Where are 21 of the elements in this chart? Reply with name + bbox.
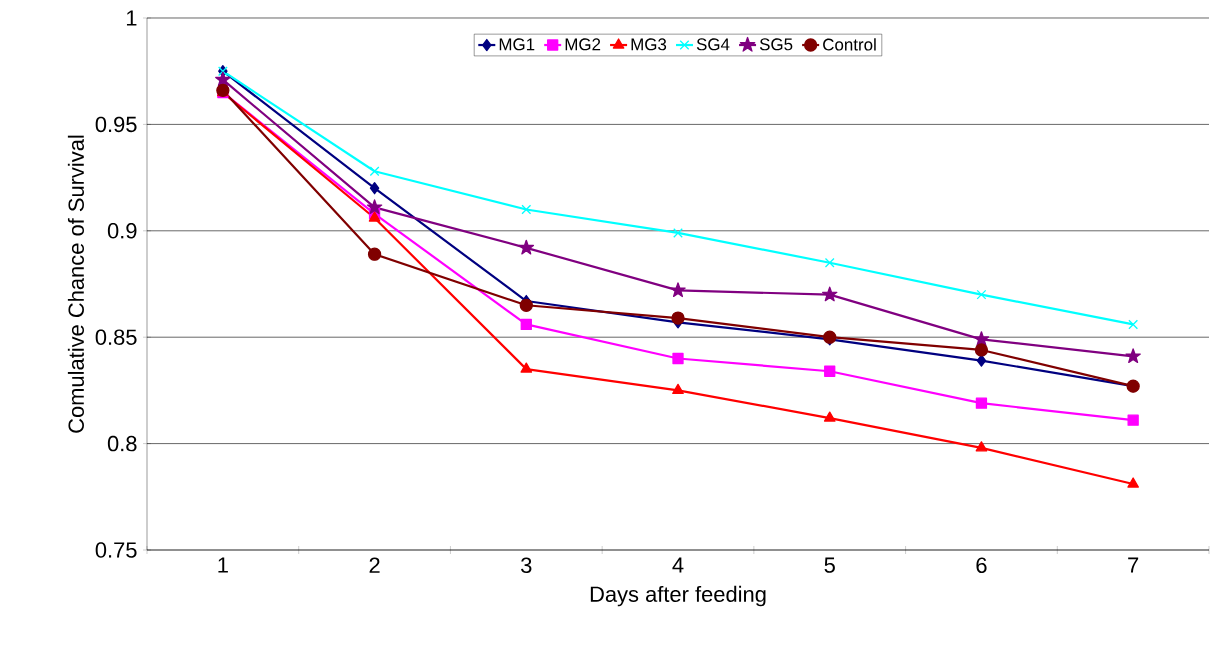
y-tick-label: 0.85 xyxy=(95,329,137,345)
legend-label: MG1 xyxy=(499,38,535,51)
x-tick-label: 7 xyxy=(1128,557,1139,573)
y-tick-label: 0.9 xyxy=(107,223,137,239)
x-tick-label: 6 xyxy=(976,557,987,574)
x-tick-label: 1 xyxy=(218,557,228,573)
y-tick-label: 0.75 xyxy=(95,542,137,558)
x-tick-label: 2 xyxy=(369,557,380,573)
x-tick-label: 3 xyxy=(521,557,532,574)
legend-label: Control xyxy=(823,38,876,51)
x-axis-title: Days after feeding xyxy=(590,585,766,607)
y-tick-label: 0.95 xyxy=(95,116,137,133)
y-tick-label: 1 xyxy=(126,10,137,26)
x-tick-label: 4 xyxy=(672,557,684,573)
legend-label: SG5 xyxy=(759,38,793,51)
x-tick-label: 5 xyxy=(824,557,835,573)
y-axis-title: Comulative Chance of Survival xyxy=(67,135,84,433)
y-tick-label: 0.8 xyxy=(107,435,137,452)
legend-label: MG3 xyxy=(631,38,667,51)
legend-label: SG4 xyxy=(696,38,730,51)
legend-label: MG2 xyxy=(565,38,601,51)
